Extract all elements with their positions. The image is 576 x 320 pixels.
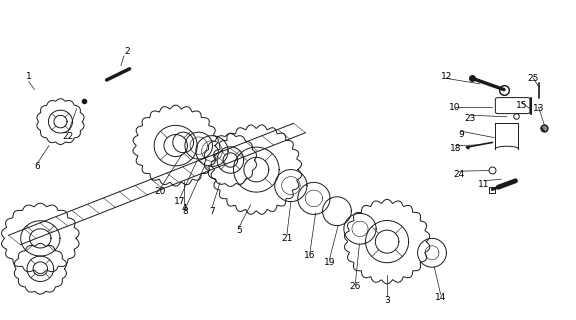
Text: 11: 11 [478, 180, 490, 188]
Text: 10: 10 [449, 103, 461, 112]
Text: 22: 22 [62, 132, 74, 140]
Text: 3: 3 [384, 296, 390, 305]
Text: 9: 9 [458, 130, 464, 139]
Text: 19: 19 [324, 258, 335, 267]
Text: 26: 26 [350, 282, 361, 291]
Text: 25: 25 [528, 74, 539, 83]
Text: 15: 15 [516, 101, 527, 110]
Text: 6: 6 [35, 162, 40, 171]
Text: 1: 1 [26, 72, 32, 81]
Text: 20: 20 [154, 188, 166, 196]
Text: 23: 23 [464, 114, 476, 123]
Text: 12: 12 [441, 72, 452, 81]
Text: 8: 8 [183, 207, 188, 216]
Text: 18: 18 [450, 144, 462, 153]
Text: 5: 5 [236, 226, 242, 235]
Text: 4: 4 [181, 204, 187, 212]
Text: 16: 16 [304, 252, 316, 260]
Text: 2: 2 [124, 47, 130, 56]
Text: 7: 7 [209, 207, 215, 216]
Text: 21: 21 [281, 234, 293, 243]
Text: 13: 13 [533, 104, 544, 113]
Text: 24: 24 [453, 170, 464, 179]
Text: 14: 14 [435, 293, 446, 302]
Text: 17: 17 [174, 197, 185, 206]
